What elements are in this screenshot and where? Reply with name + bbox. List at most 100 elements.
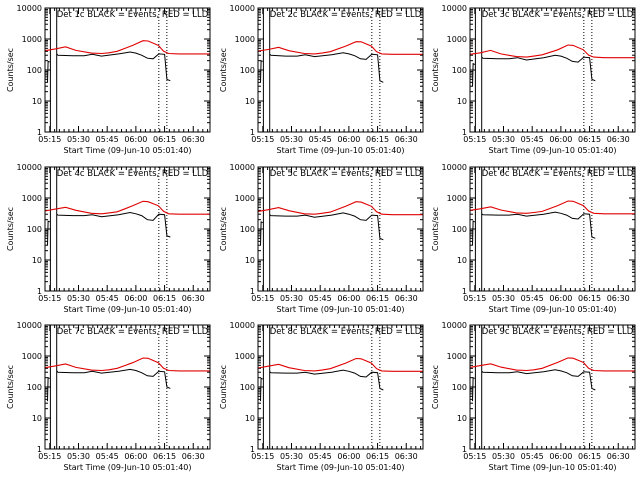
x-axis-label: Start Time (09-Jun-10 05:01:40) xyxy=(489,146,617,155)
events-series-main-line xyxy=(269,52,384,83)
x-tick-label: 05:30 xyxy=(67,294,90,303)
events-series-pre-line xyxy=(260,59,263,83)
lld-series-line xyxy=(44,40,210,55)
y-axis-label: Counts/sec xyxy=(431,365,440,409)
x-tick-label: 06:15 xyxy=(366,294,389,303)
y-tick-label: 1 xyxy=(37,287,42,296)
y-tick-label: 1000 xyxy=(447,194,467,203)
plot-frame xyxy=(469,324,636,450)
x-tick-label: 05:30 xyxy=(492,135,515,144)
corner-mark: L xyxy=(593,169,598,179)
y-axis-label: Counts/sec xyxy=(219,48,228,92)
y-axis-label: Counts/sec xyxy=(431,207,440,251)
events-series-main-line xyxy=(269,212,384,241)
y-tick-label: 1 xyxy=(250,287,255,296)
y-tick-label: 1000 xyxy=(22,194,42,203)
x-tick-label: 05:45 xyxy=(96,135,119,144)
y-tick-label: 1 xyxy=(462,128,467,137)
x-tick-label: 06:15 xyxy=(578,135,601,144)
y-axis-label: Counts/sec xyxy=(6,207,15,251)
events-series-pre-line xyxy=(472,220,476,246)
x-tick-label: 06:00 xyxy=(337,135,360,144)
corner-mark: L xyxy=(593,327,598,337)
lld-series-line xyxy=(257,201,423,216)
events-series-pre-line xyxy=(47,376,50,402)
y-tick-label: 100 xyxy=(452,383,467,392)
y-tick-label: 100 xyxy=(27,225,42,234)
events-series-pre-line xyxy=(472,376,475,402)
x-tick-label: 06:00 xyxy=(337,294,360,303)
x-tick-label: 05:30 xyxy=(280,294,303,303)
panel-title: Det 2c BLACK = Events, RED = LLD xyxy=(270,10,422,20)
y-tick-label: 10000 xyxy=(230,163,255,172)
corner-mark: L xyxy=(593,10,598,20)
events-series-main-line xyxy=(481,369,596,391)
y-tick-label: 1 xyxy=(250,445,255,454)
x-tick-label: 05:15 xyxy=(251,135,274,144)
y-tick-label: 10000 xyxy=(230,321,255,330)
y-tick-label: 10000 xyxy=(17,4,42,13)
y-axis-label: Counts/sec xyxy=(219,207,228,251)
x-tick-label: 05:30 xyxy=(67,135,90,144)
events-series-pre-line xyxy=(260,377,263,402)
x-tick-label: 06:00 xyxy=(124,294,147,303)
plot-frame xyxy=(257,166,424,292)
y-tick-label: 1 xyxy=(462,445,467,454)
y-tick-label: 1 xyxy=(37,445,42,454)
x-tick-label: 05:30 xyxy=(492,294,515,303)
x-axis-label: Start Time (09-Jun-10 05:01:40) xyxy=(277,463,405,472)
x-tick-label: 05:30 xyxy=(280,135,303,144)
plot-frame xyxy=(44,324,211,450)
plot-frame xyxy=(44,166,211,292)
x-tick-label: 06:15 xyxy=(153,135,176,144)
y-tick-label: 1000 xyxy=(22,35,42,44)
corner-mark: L xyxy=(381,327,386,337)
y-tick-label: 1000 xyxy=(235,194,255,203)
x-tick-label: 06:00 xyxy=(549,135,572,144)
x-axis-label: Start Time (09-Jun-10 05:01:40) xyxy=(64,305,192,314)
plot-frame xyxy=(44,7,211,133)
y-tick-label: 100 xyxy=(27,383,42,392)
x-tick-label: 05:15 xyxy=(251,452,274,461)
events-series-main-line xyxy=(56,51,171,82)
x-tick-label: 05:45 xyxy=(521,135,544,144)
events-series-pre-line xyxy=(472,62,476,87)
x-tick-label: 06:30 xyxy=(182,452,205,461)
y-tick-label: 10 xyxy=(32,256,42,265)
x-axis-label: Start Time (09-Jun-10 05:01:40) xyxy=(64,146,192,155)
y-tick-label: 100 xyxy=(240,66,255,75)
y-tick-label: 10 xyxy=(245,414,255,423)
x-tick-label: 06:00 xyxy=(124,135,147,144)
panel-title: Det 4c BLACK = Events, RED = LLD xyxy=(57,169,209,179)
x-tick-label: 06:30 xyxy=(182,294,205,303)
y-tick-label: 100 xyxy=(27,66,42,75)
y-tick-label: 1 xyxy=(250,128,255,137)
y-tick-label: 1 xyxy=(37,128,42,137)
x-tick-label: 06:15 xyxy=(366,135,389,144)
events-series-pre-line xyxy=(47,60,50,83)
y-axis-label: Counts/sec xyxy=(431,48,440,92)
lld-series-line xyxy=(469,357,635,372)
y-tick-label: 10 xyxy=(32,414,42,423)
x-tick-label: 05:30 xyxy=(492,452,515,461)
x-tick-label: 06:30 xyxy=(395,135,418,144)
x-tick-label: 05:15 xyxy=(463,294,486,303)
y-tick-label: 100 xyxy=(240,225,255,234)
x-axis-label: Start Time (09-Jun-10 05:01:40) xyxy=(64,463,192,472)
x-axis-label: Start Time (09-Jun-10 05:01:40) xyxy=(277,305,405,314)
y-tick-label: 10 xyxy=(457,256,467,265)
x-tick-label: 06:30 xyxy=(607,294,630,303)
y-tick-label: 10000 xyxy=(442,4,467,13)
x-tick-label: 05:45 xyxy=(309,294,332,303)
y-tick-label: 1 xyxy=(462,287,467,296)
events-series-main-line xyxy=(481,211,596,239)
x-tick-label: 06:30 xyxy=(395,294,418,303)
y-tick-label: 10 xyxy=(245,256,255,265)
events-series-main-line xyxy=(269,369,384,391)
x-axis-label: Start Time (09-Jun-10 05:01:40) xyxy=(489,305,617,314)
